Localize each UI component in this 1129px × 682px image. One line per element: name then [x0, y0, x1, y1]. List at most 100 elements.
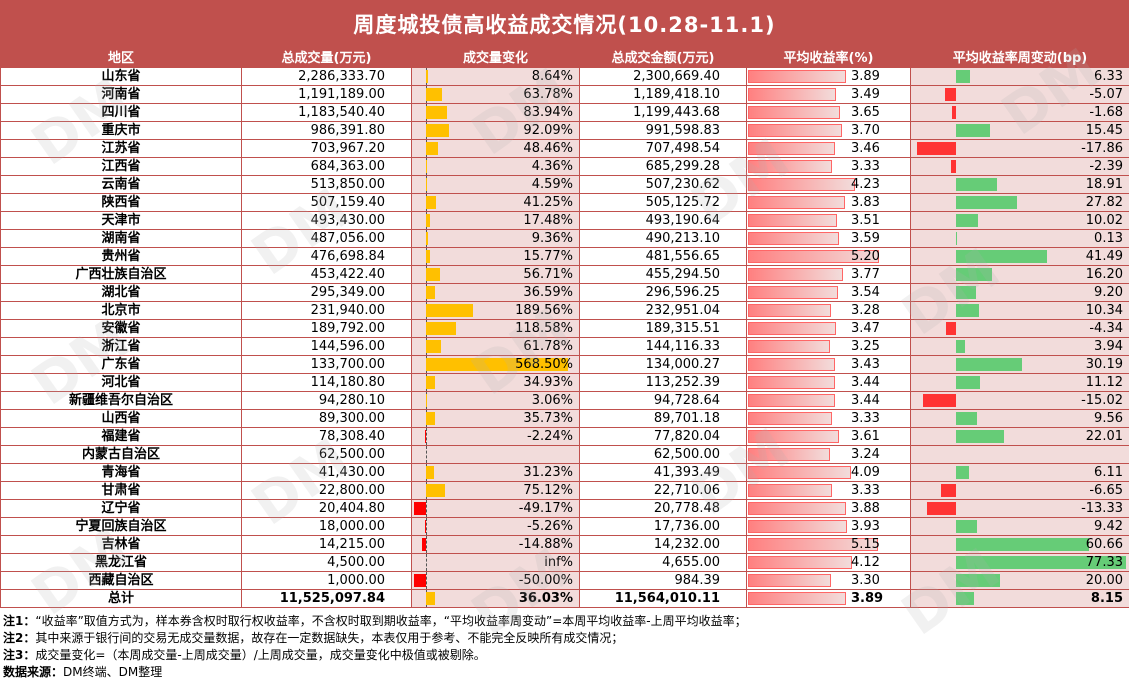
amount-cell: 984.39	[579, 571, 747, 590]
avg-yield-cell: 4.12	[746, 553, 911, 572]
yield-change-cell: 9.56	[910, 409, 1129, 428]
avg-yield-cell: 3.33	[746, 409, 911, 428]
volume-cell: 22,800.00	[241, 481, 412, 500]
yield-change-value: 16.20	[1085, 267, 1123, 282]
volume-cell: 133,700.00	[241, 355, 412, 374]
volume-change-value: 568.50%	[515, 357, 573, 372]
yield-change-bar	[941, 484, 956, 497]
region-cell: 河北省	[0, 373, 242, 392]
avg-yield-value: 4.23	[851, 177, 880, 192]
volume-change-value: 63.78%	[523, 87, 573, 102]
volume-change-bar	[426, 592, 435, 605]
amount-cell: 17,736.00	[579, 517, 747, 536]
bond-yield-table: 地区 总成交量(万元) 成交量变化 总成交金额(万元) 平均收益率(%) 平均收…	[0, 48, 1129, 608]
volume-cell: 1,191,189.00	[241, 85, 412, 104]
table-row: 天津市 493,430.00 17.48% 493,190.64 3.51 10.02	[0, 211, 1129, 230]
avg-yield-cell: 3.70	[746, 121, 911, 140]
yield-change-cell: -4.34	[910, 319, 1129, 338]
volume-change-bar	[426, 232, 429, 245]
avg-yield-cell: 3.49	[746, 85, 911, 104]
yield-change-bar	[946, 322, 956, 335]
table-row: 甘肃省 22,800.00 75.12% 22,710.06 3.33 -6.65	[0, 481, 1129, 500]
avg-yield-cell: 3.25	[746, 337, 911, 356]
yield-change-bar	[944, 88, 956, 101]
col-header-amount: 总成交金额(万元)	[579, 48, 747, 68]
footnote-label: 数据来源：	[3, 665, 64, 679]
region-cell: 吉林省	[0, 535, 242, 554]
avg-yield-cell: 3.89	[746, 67, 911, 86]
volume-cell: 703,967.20	[241, 139, 412, 158]
region-cell: 福建省	[0, 427, 242, 446]
volume-change-value: 36.59%	[523, 285, 573, 300]
avg-yield-bar	[748, 520, 848, 533]
volume-change-cell: 15.77%	[411, 247, 580, 266]
region-cell: 云南省	[0, 175, 242, 194]
volume-change-cell: 75.12%	[411, 481, 580, 500]
volume-cell: 295,349.00	[241, 283, 412, 302]
avg-yield-cell: 3.33	[746, 481, 911, 500]
avg-yield-bar	[748, 358, 835, 371]
volume-change-value: 48.46%	[523, 141, 573, 156]
volume-cell: 14,215.00	[241, 535, 412, 554]
yield-change-bar	[956, 574, 1000, 587]
yield-change-bar	[952, 106, 956, 119]
amount-cell: 505,125.72	[579, 193, 747, 212]
volume-cell: 1,000.00	[241, 571, 412, 590]
volume-change-value: -2.24%	[527, 429, 573, 444]
table-row: 新疆维吾尔自治区 94,280.10 3.06% 94,728.64 3.44 -15.0…	[0, 391, 1129, 410]
amount-cell: 4,655.00	[579, 553, 747, 572]
zero-axis-line	[426, 572, 427, 589]
yield-change-bar	[956, 376, 981, 389]
footnote-line: 注1：“收益率”取值方式为，样本券含权时取行权收益率，不含权时取到期收益率，“平…	[0, 613, 1129, 630]
volume-change-bar	[413, 574, 426, 587]
avg-yield-cell: 3.43	[746, 355, 911, 374]
footnote-text: DM终端、DM整理	[63, 665, 163, 679]
yield-change-bar	[956, 412, 977, 425]
avg-yield-value: 3.83	[851, 195, 880, 210]
yield-change-value: 22.01	[1085, 429, 1123, 444]
volume-cell: 20,404.80	[241, 499, 412, 518]
avg-yield-value: 3.61	[851, 429, 880, 444]
region-cell: 辽宁省	[0, 499, 242, 518]
volume-change-value: 4.36%	[531, 159, 573, 174]
avg-yield-value: 3.43	[851, 357, 880, 372]
avg-yield-value: 3.89	[851, 591, 884, 606]
table-row: 山西省 89,300.00 35.73% 89,701.18 3.33 9.56	[0, 409, 1129, 428]
table-row: 四川省 1,183,540.40 83.94% 1,199,443.68 3.65 -1.…	[0, 103, 1129, 122]
volume-change-cell: 9.36%	[411, 229, 580, 248]
volume-change-cell: 4.36%	[411, 157, 580, 176]
table-row: 山东省 2,286,333.70 8.64% 2,300,669.40 3.89 6.33	[0, 67, 1129, 86]
yield-change-value: 77.33	[1085, 555, 1123, 570]
footnote-text: 其中来源于银行间的交易无成交量数据，故存在一定数据缺失，本表仅用于参考、不能完全…	[35, 631, 624, 645]
avg-yield-bar	[748, 178, 855, 191]
amount-cell: 62,500.00	[579, 445, 747, 464]
avg-yield-bar	[748, 70, 847, 83]
region-cell: 湖南省	[0, 229, 242, 248]
avg-yield-bar	[748, 268, 844, 281]
avg-yield-bar	[748, 322, 836, 335]
amount-cell: 455,294.50	[579, 265, 747, 284]
volume-change-value: 9.36%	[531, 231, 573, 246]
volume-cell: 4,500.00	[241, 553, 412, 572]
table-row: 内蒙古自治区 62,500.00 62,500.00 3.24	[0, 445, 1129, 464]
amount-cell: 507,230.62	[579, 175, 747, 194]
avg-yield-value: 3.93	[851, 519, 880, 534]
region-cell: 宁夏回族自治区	[0, 517, 242, 536]
volume-change-value: 118.58%	[515, 321, 573, 336]
volume-change-cell: 8.64%	[411, 67, 580, 86]
avg-yield-cell: 3.47	[746, 319, 911, 338]
yield-change-cell: -13.33	[910, 499, 1129, 518]
avg-yield-bar	[748, 232, 839, 245]
volume-change-cell: 36.59%	[411, 283, 580, 302]
yield-change-value: -5.07	[1089, 87, 1123, 102]
volume-cell: 986,391.80	[241, 121, 412, 140]
yield-change-cell: -2.39	[910, 157, 1129, 176]
volume-cell: 487,056.00	[241, 229, 412, 248]
yield-change-cell: 20.00	[910, 571, 1129, 590]
amount-cell: 490,213.10	[579, 229, 747, 248]
volume-change-cell: 61.78%	[411, 337, 580, 356]
zero-axis-line	[426, 500, 427, 517]
region-cell: 江苏省	[0, 139, 242, 158]
avg-yield-cell: 4.23	[746, 175, 911, 194]
volume-change-cell: 17.48%	[411, 211, 580, 230]
